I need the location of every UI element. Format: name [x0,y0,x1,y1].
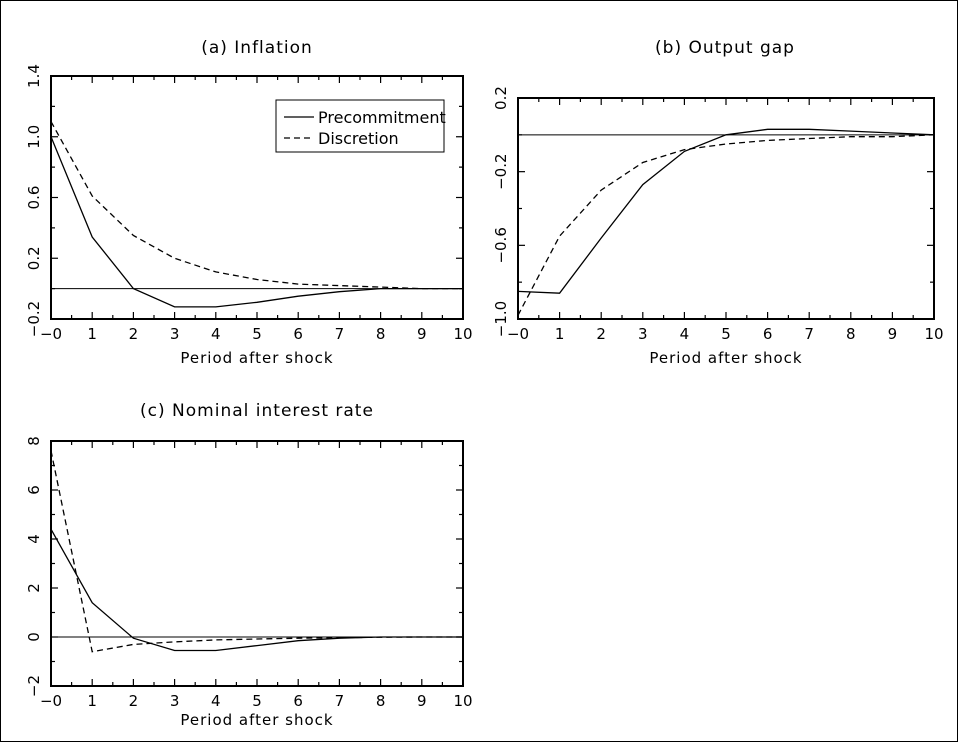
plot-frame [517,97,935,320]
x-tick-label: 1 [555,325,565,343]
x-tick-label: 1 [87,325,97,343]
x-tick-label: 3 [638,325,648,343]
x-tick-label: 3 [170,325,180,343]
x-tick-label: 9 [888,325,898,343]
series-line-precommitment [50,528,463,652]
chart-title: (a) Inflation [201,38,313,58]
chart-title: (b) Output gap [655,38,795,58]
x-tick-label: 6 [293,325,303,343]
x-tick-label: 7 [804,325,814,343]
y-tick-label: 0.2 [492,86,510,110]
chart-panel-2: (c) Nominal interest rate −0 1 2 3 4 5 6 7 8 9 10 −2… [25,401,473,729]
x-tick-label: 5 [721,325,731,343]
y-tick-label: 0 [25,632,43,642]
x-tick-label: 7 [335,692,345,710]
y-tick-label: 8 [25,436,43,446]
x-tick-label: −0 [507,325,529,343]
y-tick-label: −0.2 [25,301,43,337]
x-tick-label: 4 [680,325,690,343]
x-tick-label: −0 [40,325,62,343]
y-tick-label: 0.6 [25,186,43,210]
x-tick-label: 4 [211,325,221,343]
x-axis-label: Period after shock [180,711,333,729]
x-tick-label: 10 [453,692,472,710]
x-tick-label: 6 [763,325,773,343]
x-tick-label: 9 [417,325,427,343]
x-tick-label: 2 [129,325,139,343]
chart-title: (c) Nominal interest rate [140,401,374,421]
x-tick-label: 6 [293,692,303,710]
x-tick-label: 5 [252,692,262,710]
series-line-precommitment [517,128,935,294]
x-tick-label: −0 [40,692,62,710]
series-line-precommitment [50,136,463,308]
x-tick-label: 9 [417,692,427,710]
y-tick-label: 6 [25,485,43,495]
chart-panel-0: (a) Inflation −0 1 2 3 4 5 6 7 8 9 10 −0.2 0.2 0.6 1.0 1… [25,38,473,367]
x-tick-label: 10 [453,325,472,343]
y-tick-label: −1.0 [492,301,510,337]
legend: Precommitment Discretion [275,99,446,153]
y-tick-label: −0.6 [492,227,510,263]
legend-label: Discretion [318,129,399,148]
x-tick-label: 4 [211,692,221,710]
series-line-discretion [50,121,463,290]
chart-panel-1: (b) Output gap −0 1 2 3 4 5 6 7 8 9 10 −1.0 −0.6 −0.2 0… [492,38,944,367]
legend-box [275,99,445,153]
x-tick-label: 10 [924,325,943,343]
x-tick-label: 5 [252,325,262,343]
y-tick-label: −2 [25,675,43,697]
x-tick-label: 2 [596,325,606,343]
y-tick-label: 0.2 [25,246,43,270]
x-tick-label: 8 [376,692,386,710]
x-tick-label: 8 [846,325,856,343]
x-tick-label: 8 [376,325,386,343]
y-tick-label: −0.2 [492,153,510,189]
plot-frame [50,440,464,687]
x-tick-label: 2 [129,692,139,710]
y-tick-label: 1.4 [25,64,43,88]
y-tick-label: 1.0 [25,125,43,149]
x-axis-label: Period after shock [180,349,333,367]
x-axis-label: Period after shock [649,349,802,367]
y-tick-label: 4 [25,534,43,544]
series-line-discretion [517,134,935,316]
y-tick-label: 2 [25,583,43,593]
legend-label: Precommitment [318,108,446,127]
x-tick-label: 7 [335,325,345,343]
x-tick-label: 3 [170,692,180,710]
x-tick-label: 1 [87,692,97,710]
series-line-discretion [50,450,463,653]
